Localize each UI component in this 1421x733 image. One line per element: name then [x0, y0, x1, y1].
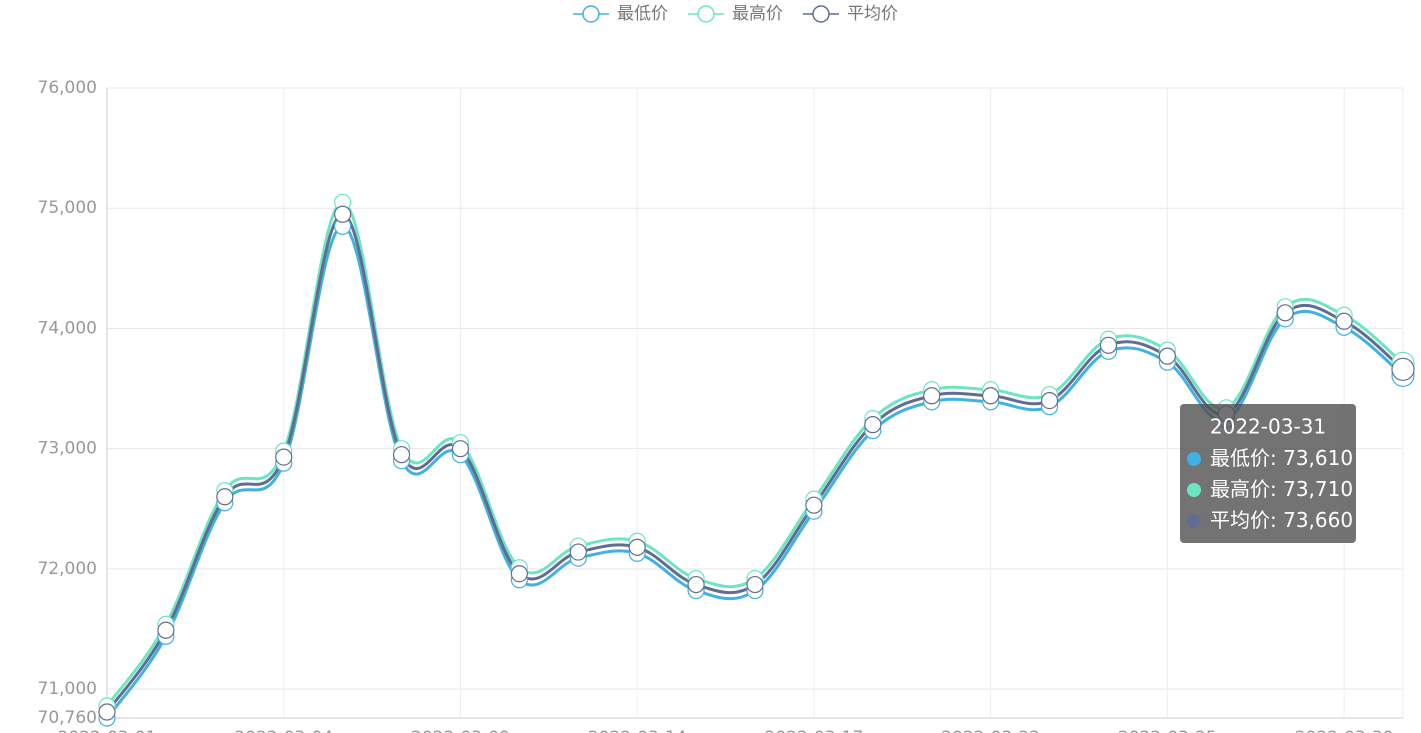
- point: [1040, 391, 1059, 410]
- tooltip: 2022-03-31 最低价: 73,610 最高价: 73,710 平均价: 73,…: [1180, 404, 1356, 543]
- tooltip-sep: :: [1270, 446, 1283, 470]
- tooltip-title: 2022-03-31: [1210, 415, 1326, 439]
- y-tick-label: 71,000: [38, 679, 97, 699]
- point: [923, 387, 941, 405]
- point: [392, 446, 411, 464]
- legend-label: 平均价: [847, 4, 898, 24]
- tooltip-name: 最高价: [1210, 477, 1270, 501]
- tooltip-row: 平均价: 73,660: [1210, 508, 1353, 532]
- tooltip-value: 73,660: [1283, 508, 1353, 532]
- legend-label: 最低价: [617, 4, 668, 24]
- point: [1099, 336, 1118, 354]
- point: [275, 448, 293, 466]
- point: [1158, 347, 1176, 365]
- point: [746, 575, 764, 594]
- tooltip-dot: [1187, 514, 1201, 528]
- point: [1335, 312, 1353, 330]
- tooltip-value: 73,610: [1283, 446, 1353, 470]
- point: [1276, 304, 1294, 322]
- y-tick-label: 73,000: [38, 439, 97, 459]
- point: [98, 703, 116, 721]
- tooltip-sep: :: [1270, 508, 1283, 532]
- legend-icon: [582, 5, 600, 23]
- tooltip-sep: :: [1270, 477, 1283, 501]
- x-tick-label: 2022-03-30: [1295, 728, 1394, 733]
- x-tick-label: 2022-03-25: [1118, 728, 1217, 733]
- y-tick-label: 76,000: [38, 78, 97, 98]
- y-tick-label: 74,000: [38, 318, 97, 338]
- tooltip-name: 最低价: [1210, 446, 1270, 470]
- point: [805, 496, 823, 514]
- tooltip-box: [1180, 404, 1356, 543]
- x-tick-label: 2022-03-17: [765, 728, 864, 733]
- tooltip-value: 73,710: [1283, 477, 1353, 501]
- point: [157, 621, 175, 639]
- y-tick-label: 72,000: [38, 559, 97, 579]
- legend: 最低价 最高价 平均价: [573, 4, 898, 24]
- lines: [98, 193, 1415, 727]
- point: [510, 565, 528, 583]
- x-tick-label: 2022-03-01: [58, 728, 157, 733]
- tooltip-dot: [1187, 483, 1201, 497]
- point: [569, 543, 587, 561]
- point: [982, 387, 1000, 405]
- legend-label: 最高价: [732, 4, 783, 24]
- point: [451, 440, 470, 458]
- point: [628, 538, 646, 556]
- point: [687, 575, 705, 594]
- point: [334, 205, 352, 223]
- point: [864, 416, 882, 434]
- tooltip-name: 平均价: [1210, 508, 1270, 532]
- x-tick-label: 2022-03-22: [941, 728, 1040, 733]
- grid: 70,760 71,000 72,000 73,000 74,000 75,000 76,0…: [38, 78, 1404, 733]
- legend-icon: [812, 5, 830, 23]
- tooltip-row: 最高价: 73,710: [1210, 477, 1353, 501]
- tooltip-dot: [1187, 452, 1201, 466]
- legend-icon: [697, 5, 715, 23]
- y-tick-label: 75,000: [38, 198, 97, 218]
- x-tick-label: 2022-03-04: [234, 728, 333, 733]
- y-tick-label: 70,760: [38, 708, 97, 728]
- point: [1391, 357, 1415, 381]
- point: [216, 488, 234, 506]
- tooltip-row: 最低价: 73,610: [1210, 446, 1353, 470]
- x-tick-label: 2022-03-14: [588, 728, 687, 733]
- x-tick-label: 2022-03-09: [411, 728, 510, 733]
